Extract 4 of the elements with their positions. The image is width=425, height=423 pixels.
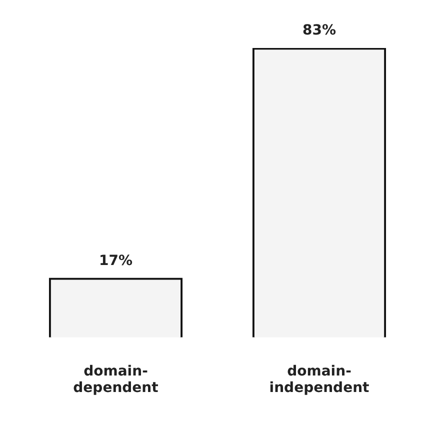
x-tick-label: domain-independent bbox=[269, 363, 370, 396]
data-label: 83% bbox=[302, 22, 336, 39]
data-label: 17% bbox=[98, 252, 133, 269]
x-tick-label: domain-dependent bbox=[73, 363, 159, 396]
